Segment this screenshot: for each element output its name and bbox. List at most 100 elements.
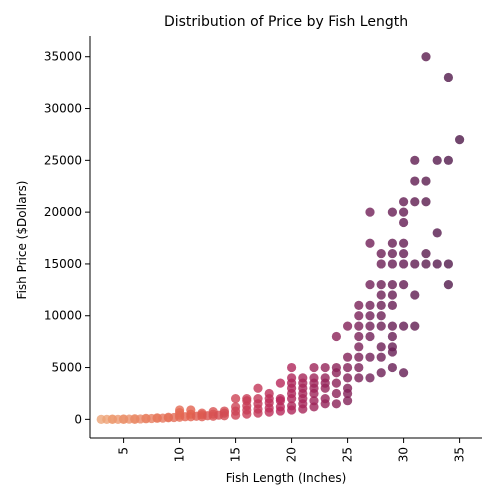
data-point (309, 396, 319, 406)
data-point (399, 368, 409, 378)
data-point (365, 331, 375, 342)
y-tick-label: 0 (74, 412, 82, 426)
data-point (421, 197, 431, 207)
x-tick-label: 10 (173, 447, 187, 462)
chart-title: Distribution of Price by Fish Length (164, 14, 408, 30)
data-point (387, 259, 397, 269)
data-point (443, 155, 453, 165)
data-point (376, 248, 386, 259)
data-point (387, 207, 397, 217)
x-tick-label: 35 (453, 447, 467, 462)
data-point (376, 342, 386, 352)
data-point (175, 405, 185, 415)
y-tick-label: 10000 (44, 309, 82, 323)
data-point (242, 394, 252, 404)
data-point (331, 399, 341, 409)
data-point (399, 248, 409, 259)
data-point (410, 155, 420, 165)
y-tick-label: 5000 (51, 361, 82, 375)
data-point (264, 388, 274, 399)
data-point (331, 331, 341, 342)
data-point (275, 394, 285, 404)
data-point (343, 373, 353, 383)
data-point (387, 300, 397, 310)
data-point (376, 280, 386, 290)
data-point (387, 342, 397, 352)
data-point (354, 300, 364, 310)
data-point (354, 352, 364, 362)
data-point (432, 155, 442, 165)
data-point (365, 280, 375, 290)
data-point (343, 396, 353, 406)
data-point (365, 311, 375, 321)
data-point (443, 72, 453, 83)
data-point (231, 402, 241, 412)
data-point (343, 383, 353, 393)
data-point (253, 383, 263, 393)
data-point (399, 280, 409, 290)
data-point (421, 248, 431, 259)
data-point (309, 373, 319, 383)
x-tick-label: 30 (397, 447, 411, 462)
data-point (354, 342, 364, 352)
data-point (365, 352, 375, 362)
x-tick-label: 25 (341, 447, 355, 462)
data-point (275, 378, 285, 388)
data-point (365, 373, 375, 383)
data-point (354, 321, 364, 331)
x-tick-label: 20 (285, 447, 299, 462)
data-point (354, 311, 364, 321)
data-point (320, 394, 330, 404)
y-tick-label: 30000 (44, 102, 82, 116)
data-point (376, 321, 386, 331)
data-point (376, 311, 386, 321)
data-point (354, 373, 364, 383)
data-point (365, 321, 375, 331)
data-point (387, 238, 397, 248)
data-point (376, 352, 386, 362)
data-point (309, 362, 319, 373)
y-tick-label: 20000 (44, 205, 82, 219)
data-point (443, 259, 453, 269)
data-point (399, 238, 409, 248)
data-point (387, 321, 397, 331)
data-point (410, 290, 420, 300)
data-point (410, 259, 420, 269)
data-point (399, 259, 409, 269)
data-point (410, 197, 420, 207)
data-point (343, 352, 353, 362)
data-point (399, 197, 409, 207)
data-point (287, 373, 297, 383)
data-point (253, 394, 263, 404)
data-point (399, 321, 409, 331)
data-point (399, 217, 409, 228)
x-tick-label: 5 (117, 447, 131, 455)
data-point (421, 259, 431, 269)
data-point (387, 280, 397, 290)
data-point (354, 331, 364, 342)
data-point (287, 401, 297, 411)
x-tick-label: 15 (229, 447, 243, 462)
data-point (421, 176, 431, 186)
data-point (354, 362, 364, 373)
data-point (376, 368, 386, 378)
data-point (365, 238, 375, 248)
data-point (219, 406, 229, 416)
data-point (365, 300, 375, 310)
data-point (287, 362, 297, 373)
data-point (320, 362, 330, 373)
data-point (376, 259, 386, 269)
data-point (443, 280, 453, 290)
data-point (432, 259, 442, 269)
data-point (343, 321, 353, 331)
data-point (455, 135, 465, 145)
data-point (331, 362, 341, 373)
data-point (231, 394, 241, 404)
data-point (376, 290, 386, 300)
data-point (399, 207, 409, 217)
y-tick-label: 35000 (44, 50, 82, 64)
data-point (376, 300, 386, 310)
data-point (298, 373, 308, 383)
y-tick-label: 15000 (44, 257, 82, 271)
